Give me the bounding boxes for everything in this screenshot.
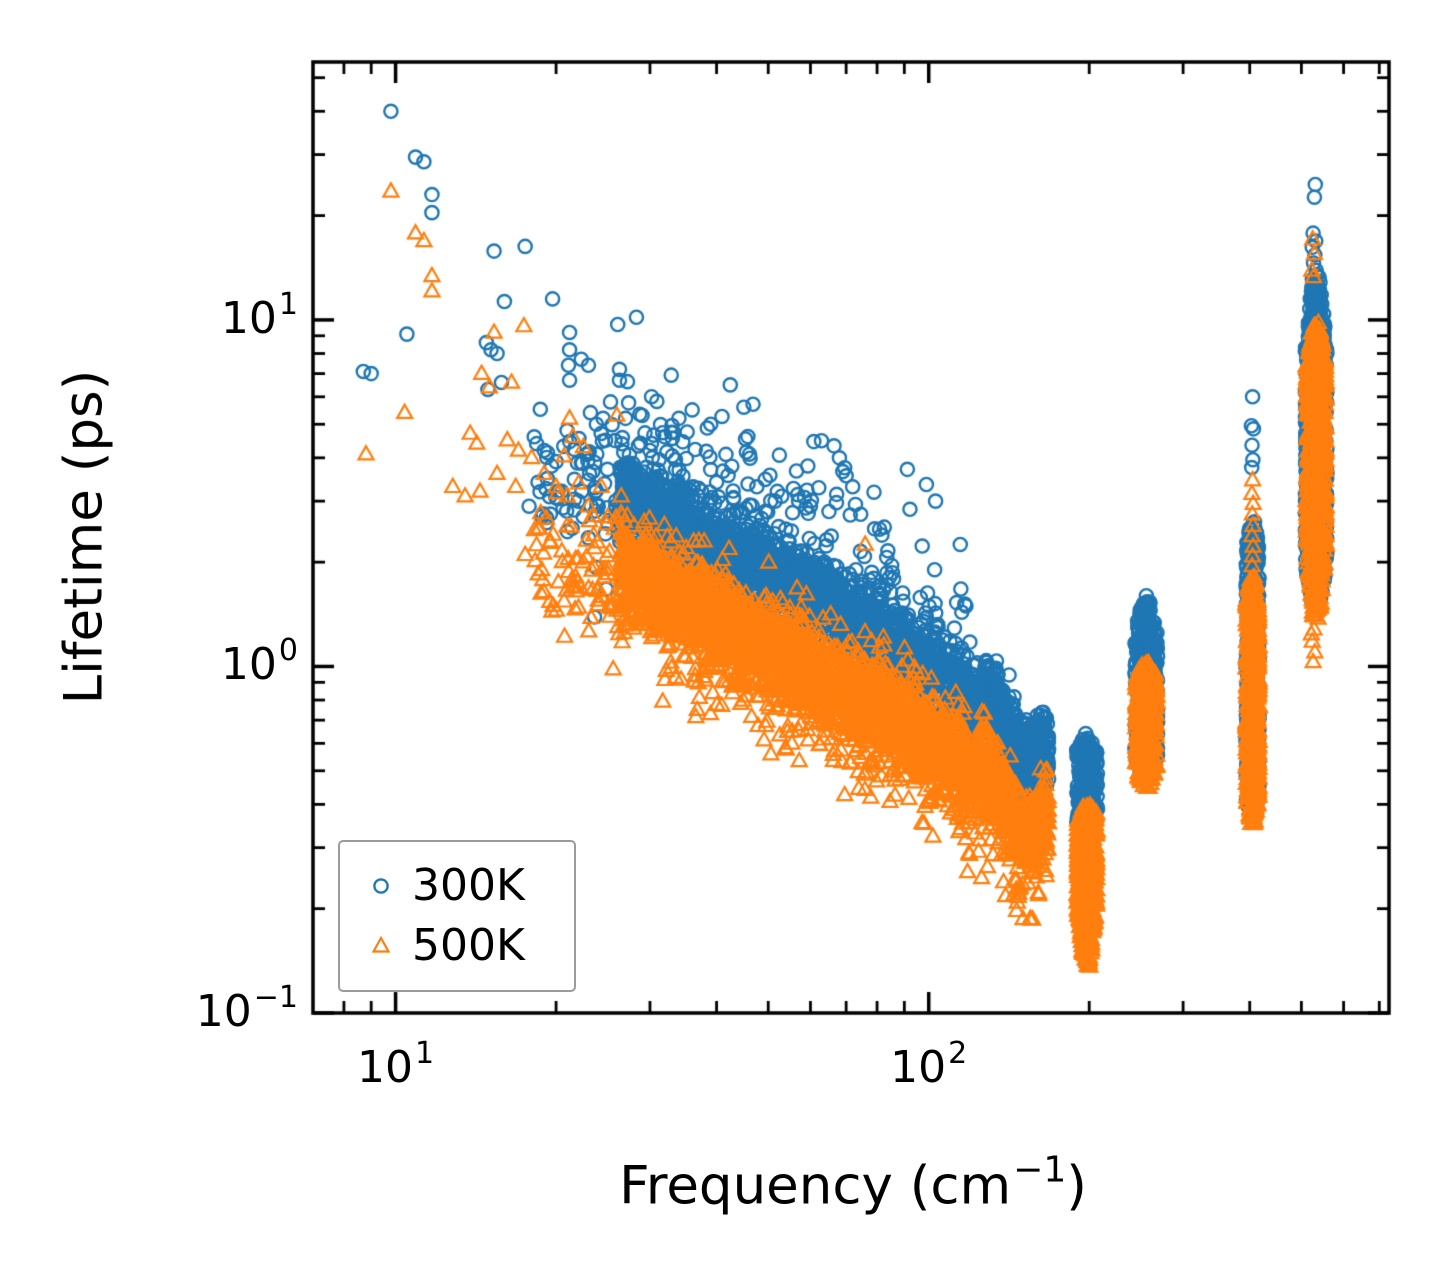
y-axis-label: Lifetime (ps) [53,369,115,705]
legend-label: 300K [412,860,525,911]
legend-label: 500K [412,920,525,971]
legend-item: 500K [340,924,574,968]
y-tick-label: 100 [220,633,298,691]
y-tick-label: 10−1 [195,980,298,1038]
legend-item: 300K [340,864,574,908]
triangle-marker-icon [371,935,391,953]
y-tick-label: 101 [220,287,298,345]
circle-marker-icon [373,878,389,894]
x-tick-label: 101 [357,1036,435,1093]
x-axis-label: Frequency (cm−1) [619,1149,1087,1217]
legend: 300K 500K [338,840,576,992]
x-tick-label: 102 [890,1036,968,1093]
